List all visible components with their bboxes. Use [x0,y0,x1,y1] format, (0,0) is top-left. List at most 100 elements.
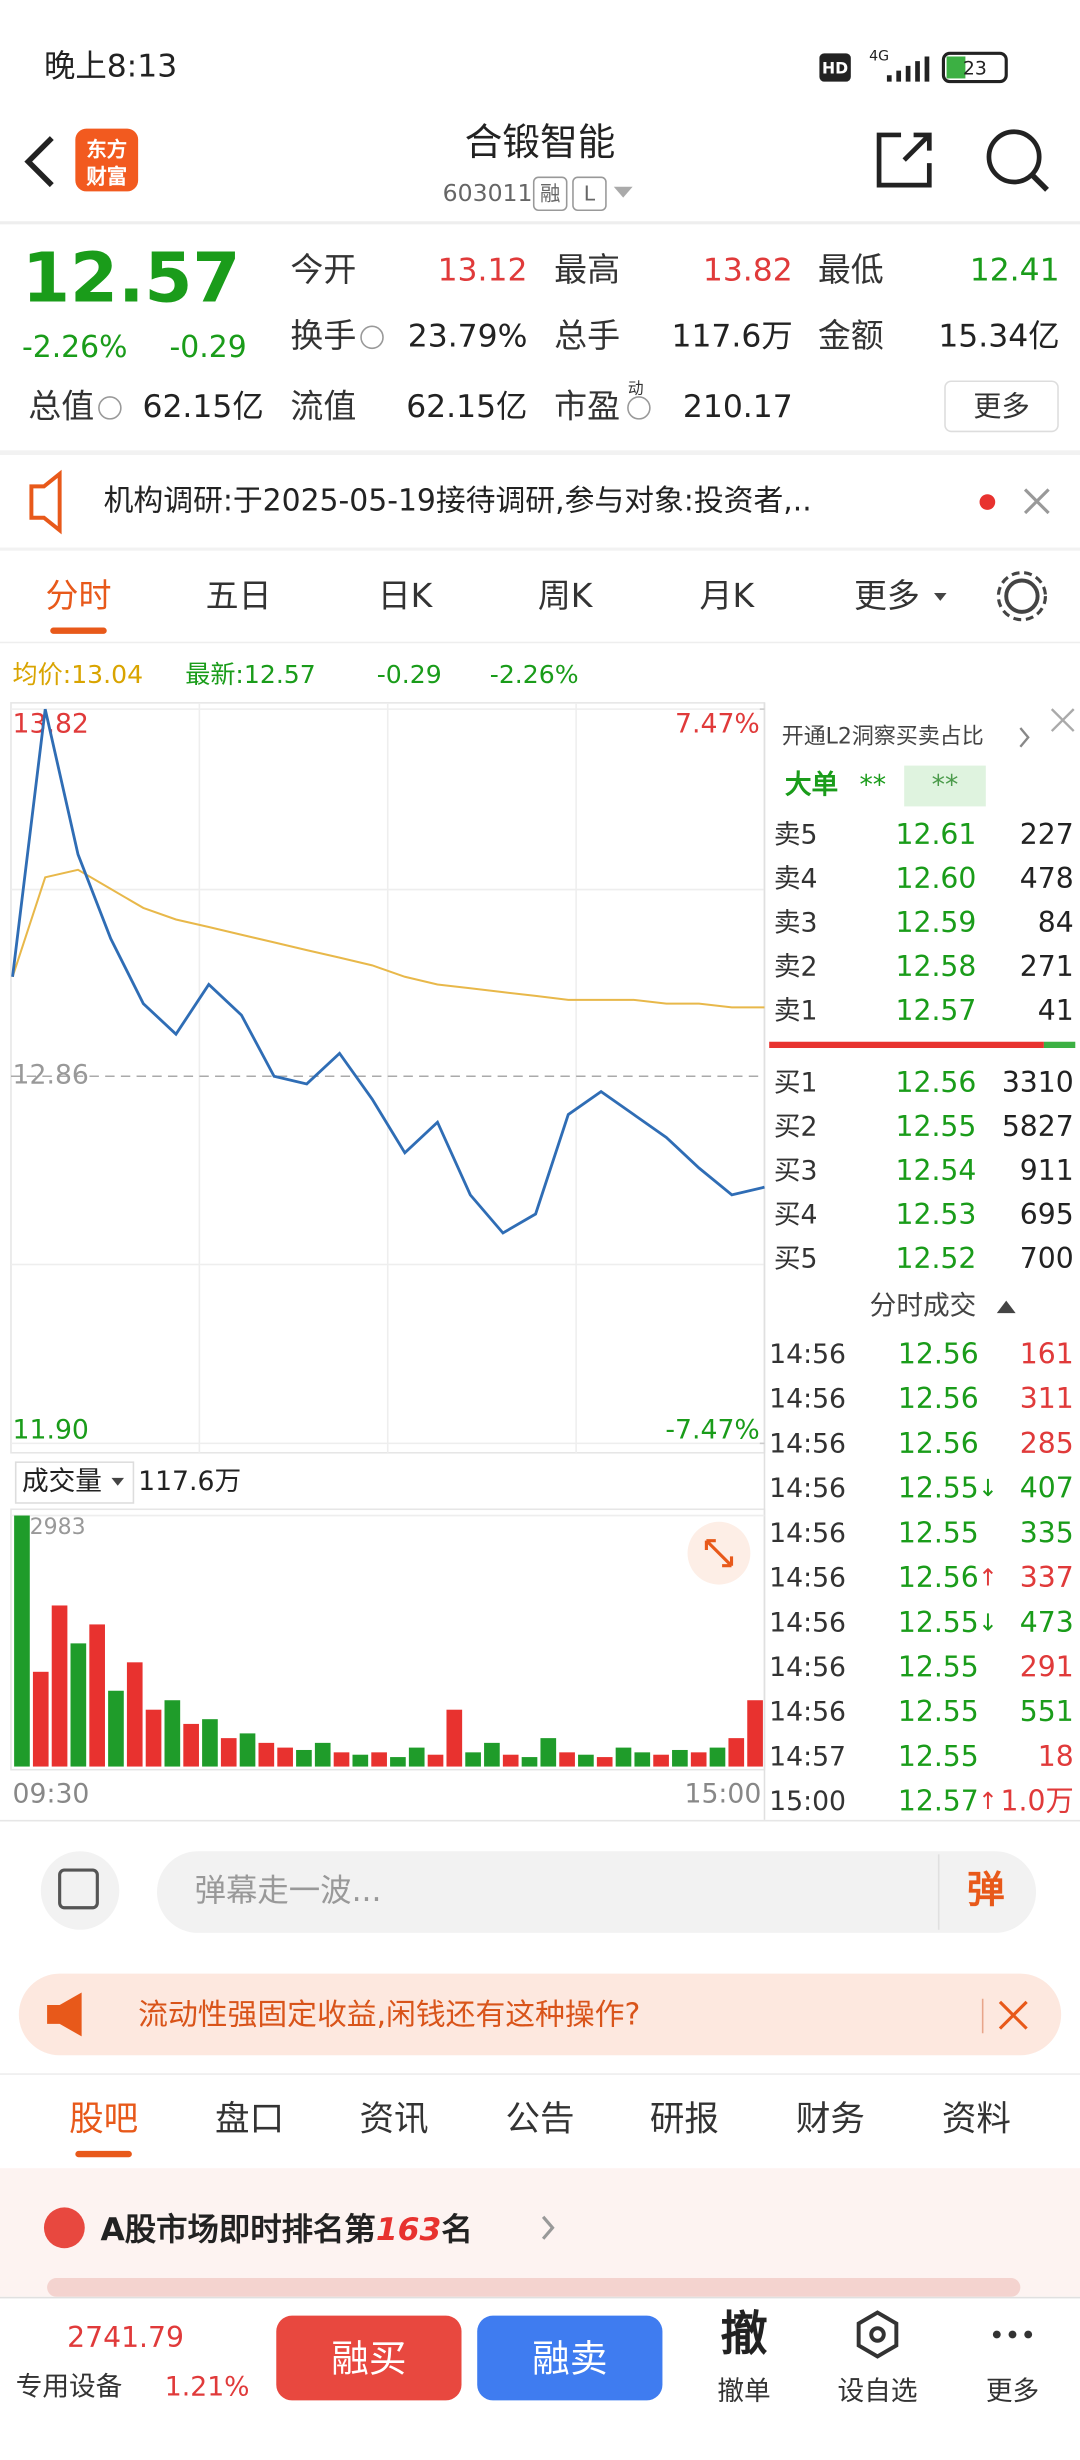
dropdown-icon[interactable] [613,186,633,198]
watchlist-icon [856,2310,899,2359]
share-button[interactable] [876,132,932,188]
book-volume: 271 [1020,950,1074,983]
volume-bar [728,1738,745,1767]
volume-bar [239,1733,256,1767]
close-panel[interactable] [1050,708,1075,732]
chart-tab[interactable]: 月K [700,576,756,615]
danmu-placeholder[interactable]: 弹幕走一波... [195,1873,382,1909]
content-tab[interactable]: 股吧 [69,2100,138,2140]
network-label: 4G [869,48,889,64]
chart-tab[interactable]: 更多 [854,576,920,615]
volume-bar [540,1738,557,1767]
volume-selector[interactable] [14,1461,135,1504]
watchlist-icon [869,2326,886,2343]
content-tab[interactable]: 财务 [796,2100,865,2140]
tag-box [572,176,607,212]
volume-bar [145,1709,162,1767]
trade-volume: 291 [1020,1651,1074,1684]
hd-icon [819,53,851,82]
chart-tab[interactable]: 五日 [206,576,272,615]
tab-indicator [75,2150,132,2158]
rank-part: 名 [441,2212,472,2248]
promo-arrow[interactable] [1019,727,1030,748]
danmu-input[interactable] [156,1851,1037,1933]
content-tab[interactable]: 资料 [942,2100,1011,2140]
content-tab[interactable]: 盘口 [215,2100,284,2140]
book-volume: 84 [1038,906,1074,939]
field-label: 金额 [818,316,884,355]
trade-time: 14:56 [769,1607,846,1638]
more-button[interactable] [944,380,1059,433]
field-label: 市盈 [554,386,620,425]
sell-button[interactable] [477,2315,663,2401]
book-price: 12.60 [896,862,977,895]
sell-label[interactable]: 融卖 [532,2337,607,2381]
field-value: 12.41 [970,252,1060,288]
search-button [1030,173,1049,192]
chart-tab[interactable]: 周K [538,576,594,615]
big-order-label: 大单 [785,770,838,801]
tag-box [532,176,568,212]
danmu-settings[interactable] [40,1851,120,1930]
volume-bar [164,1700,181,1767]
volume-bar [220,1738,237,1767]
buy-label[interactable]: 融买 [331,2337,406,2381]
book-volume: 227 [1020,818,1074,851]
book-price: 12.55 [896,1110,977,1143]
trade-price: 12.55 [898,1740,979,1773]
volume-bar [709,1747,726,1767]
y-tick-label: 11.90 [13,1414,89,1445]
back-button[interactable] [24,136,54,188]
action-label[interactable]: 更多 [986,2376,1039,2407]
stock-name: 合锻智能 [465,120,616,164]
settings-button[interactable] [1004,578,1040,614]
tag: L [584,182,596,206]
book-price: 12.58 [896,950,977,983]
volume-bar [596,1757,613,1767]
chart-tab[interactable]: 日K [378,576,434,615]
stock-code: 603011 [443,179,533,207]
close-ad[interactable] [998,2000,1028,2030]
book-label: 卖3 [774,908,818,939]
collapse-icon[interactable] [996,1300,1016,1314]
divider [0,450,1080,455]
trade-volume: 1.0万 [1001,1785,1074,1818]
content-tab[interactable]: 研报 [650,2100,719,2140]
content-tab[interactable]: 公告 [505,2100,574,2140]
book-volume: 478 [1020,862,1074,895]
notice-icon [29,469,62,535]
trade-volume: 285 [1020,1427,1074,1460]
more-label: 更多 [973,390,1030,423]
rank-arrow[interactable] [541,2215,555,2240]
volume-bar [559,1752,575,1767]
action-label[interactable]: 设自选 [838,2376,918,2407]
field-value: 62.15亿 [142,389,263,425]
chart-tab[interactable]: 分时 [46,576,112,615]
volume-bar [202,1719,218,1767]
tag: 融 [540,182,560,206]
volume-bar [371,1752,387,1767]
divider [0,547,1080,551]
action-label[interactable]: 撤单 [717,2376,770,2407]
volume-bar [634,1752,651,1767]
ad-banner[interactable] [18,1973,1062,2056]
status-time: 晚上8:13 [44,48,177,84]
content-tab[interactable]: 资讯 [359,2100,428,2140]
trade-time: 14:56 [769,1518,846,1549]
volume-bar [408,1747,425,1767]
search-button[interactable] [986,129,1042,185]
close-notice[interactable] [1023,488,1050,515]
volume-bar [108,1690,124,1767]
field-value: 210.17 [683,389,793,425]
volume-bar [502,1754,519,1767]
buy-button[interactable] [276,2315,462,2401]
book-label: 买3 [774,1155,818,1186]
volume-bar [521,1757,538,1767]
danmu-button[interactable]: 弹 [967,1868,1005,1912]
volume-bar [277,1747,293,1767]
trade-time: 14:56 [769,1428,846,1459]
trade-time: 14:56 [769,1384,846,1415]
volume-bar [352,1754,369,1767]
book-label: 买2 [774,1112,818,1143]
